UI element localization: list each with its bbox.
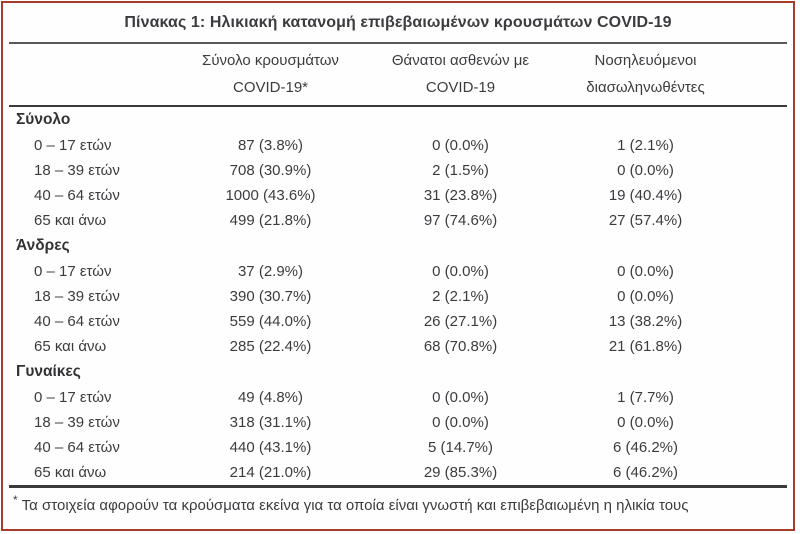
intubated-cell: 19 (40.4%)	[608, 187, 683, 204]
cases-cell: 318 (31.1%)	[229, 414, 312, 431]
header-spacer-cell	[743, 44, 788, 105]
age-group-label: 40 – 64 ετών	[34, 187, 120, 204]
header-intubated: Νοσηλευόμενοι διασωληνωθέντες	[548, 44, 743, 105]
cases-cell: 440 (43.1%)	[229, 439, 312, 456]
header-intubated-line1: Νοσηλευόμενοι	[594, 52, 697, 69]
intubated-cell: 6 (46.2%)	[612, 439, 679, 456]
deaths-cell: 29 (85.3%)	[423, 464, 498, 481]
table-header: Σύνολο κρουσμάτων COVID-19* Θάνατοι ασθε…	[8, 44, 788, 105]
deaths-cell: 2 (1.5%)	[432, 162, 489, 179]
age-group-label: 65 και άνω	[34, 212, 107, 229]
table-row: 65 και άνω 285 (22.4%) 68 (70.8%) 21 (61…	[8, 334, 788, 359]
header-empty-cell	[8, 44, 168, 105]
divider-below-title	[9, 42, 787, 44]
intubated-cell: 6 (46.2%)	[612, 464, 679, 481]
table-row: 18 – 39 ετών 318 (31.1%) 0 (0.0%) 0 (0.0…	[8, 410, 788, 435]
intubated-cell: 21 (61.8%)	[608, 338, 683, 355]
header-row: Σύνολο κρουσμάτων COVID-19* Θάνατοι ασθε…	[8, 44, 788, 105]
data-table: Σύνολο 0 – 17 ετών 87 (3.8%) 0 (0.0%) 1 …	[8, 107, 788, 485]
deaths-cell: 68 (70.8%)	[423, 338, 498, 355]
cases-cell: 49 (4.8%)	[237, 389, 304, 406]
header-cases: Σύνολο κρουσμάτων COVID-19*	[168, 44, 373, 105]
age-group-label: 0 – 17 ετών	[34, 263, 112, 280]
table-row: 18 – 39 ετών 390 (30.7%) 2 (2.1%) 0 (0.0…	[8, 284, 788, 309]
section-row-men: Άνδρες	[8, 233, 788, 259]
deaths-cell: 5 (14.7%)	[427, 439, 494, 456]
table-row: 0 – 17 ετών 87 (3.8%) 0 (0.0%) 1 (2.1%)	[8, 133, 788, 158]
section-row-women: Γυναίκες	[8, 359, 788, 385]
cases-cell: 559 (44.0%)	[229, 313, 312, 330]
age-group-label: 0 – 17 ετών	[34, 137, 112, 154]
cases-cell: 37 (2.9%)	[237, 263, 304, 280]
section-row-total: Σύνολο	[8, 107, 788, 133]
intubated-cell: 0 (0.0%)	[617, 263, 674, 280]
table-row: 0 – 17 ετών 49 (4.8%) 0 (0.0%) 1 (7.7%)	[8, 385, 788, 410]
page-title: Πίνακας 1: Ηλικιακή κατανομή επιβεβαιωμέ…	[124, 14, 672, 31]
table-row: 65 και άνω 214 (21.0%) 29 (85.3%) 6 (46.…	[8, 460, 788, 485]
header-deaths: Θάνατοι ασθενών με COVID-19	[373, 44, 548, 105]
table-row: 18 – 39 ετών 708 (30.9%) 2 (1.5%) 0 (0.0…	[8, 158, 788, 183]
table-row: 40 – 64 ετών 1000 (43.6%) 31 (23.8%) 19 …	[8, 183, 788, 208]
cases-cell: 499 (21.8%)	[229, 212, 312, 229]
intubated-cell: 0 (0.0%)	[617, 288, 674, 305]
deaths-cell: 31 (23.8%)	[423, 187, 498, 204]
age-group-label: 40 – 64 ετών	[34, 313, 120, 330]
age-group-label: 65 και άνω	[34, 464, 107, 481]
table-row: 40 – 64 ετών 440 (43.1%) 5 (14.7%) 6 (46…	[8, 435, 788, 460]
age-group-label: 18 – 39 ετών	[34, 414, 120, 431]
cases-cell: 214 (21.0%)	[229, 464, 312, 481]
section-label-men: Άνδρες	[16, 237, 70, 254]
deaths-cell: 2 (2.1%)	[432, 288, 489, 305]
header-intubated-line2: διασωληνωθέντες	[586, 79, 705, 96]
intubated-cell: 1 (7.7%)	[617, 389, 674, 406]
cases-cell: 285 (22.4%)	[229, 338, 312, 355]
deaths-cell: 26 (27.1%)	[423, 313, 498, 330]
header-deaths-line1: Θάνατοι ασθενών με	[391, 52, 530, 69]
header-cases-line1: Σύνολο κρουσμάτων	[202, 52, 339, 69]
deaths-cell: 0 (0.0%)	[432, 389, 489, 406]
intubated-cell: 0 (0.0%)	[617, 414, 674, 431]
cases-cell: 87 (3.8%)	[237, 137, 304, 154]
deaths-cell: 0 (0.0%)	[432, 414, 489, 431]
table-row: 40 – 64 ετών 559 (44.0%) 26 (27.1%) 13 (…	[8, 309, 788, 334]
age-group-label: 40 – 64 ετών	[34, 439, 120, 456]
intubated-cell: 27 (57.4%)	[608, 212, 683, 229]
age-group-label: 18 – 39 ετών	[34, 162, 120, 179]
footnote-asterisk: *	[13, 493, 18, 507]
intubated-cell: 0 (0.0%)	[617, 162, 674, 179]
divider-below-header	[9, 105, 787, 107]
table-row: 0 – 17 ετών 37 (2.9%) 0 (0.0%) 0 (0.0%)	[8, 259, 788, 284]
deaths-cell: 0 (0.0%)	[432, 137, 489, 154]
deaths-cell: 97 (74.6%)	[423, 212, 498, 229]
age-group-label: 0 – 17 ετών	[34, 389, 112, 406]
header-deaths-line2: COVID-19	[425, 79, 496, 96]
footnote-text: Τα στοιχεία αφορούν τα κρούσματα εκείνα …	[21, 497, 689, 514]
cases-cell: 390 (30.7%)	[229, 288, 312, 305]
intubated-cell: 13 (38.2%)	[608, 313, 683, 330]
footnote: * Τα στοιχεία αφορούν τα κρούσματα εκείνα…	[9, 488, 787, 514]
header-cases-line2: COVID-19*	[232, 79, 309, 96]
section-label-total: Σύνολο	[16, 111, 71, 128]
age-group-label: 65 και άνω	[34, 338, 107, 355]
table-row: 65 και άνω 499 (21.8%) 97 (74.6%) 27 (57…	[8, 208, 788, 233]
age-group-label: 18 – 39 ετών	[34, 288, 120, 305]
cases-cell: 708 (30.9%)	[229, 162, 312, 179]
intubated-cell: 1 (2.1%)	[617, 137, 674, 154]
section-label-women: Γυναίκες	[16, 363, 81, 380]
divider-above-footnote	[9, 485, 787, 488]
cases-cell: 1000 (43.6%)	[225, 187, 316, 204]
deaths-cell: 0 (0.0%)	[432, 263, 489, 280]
